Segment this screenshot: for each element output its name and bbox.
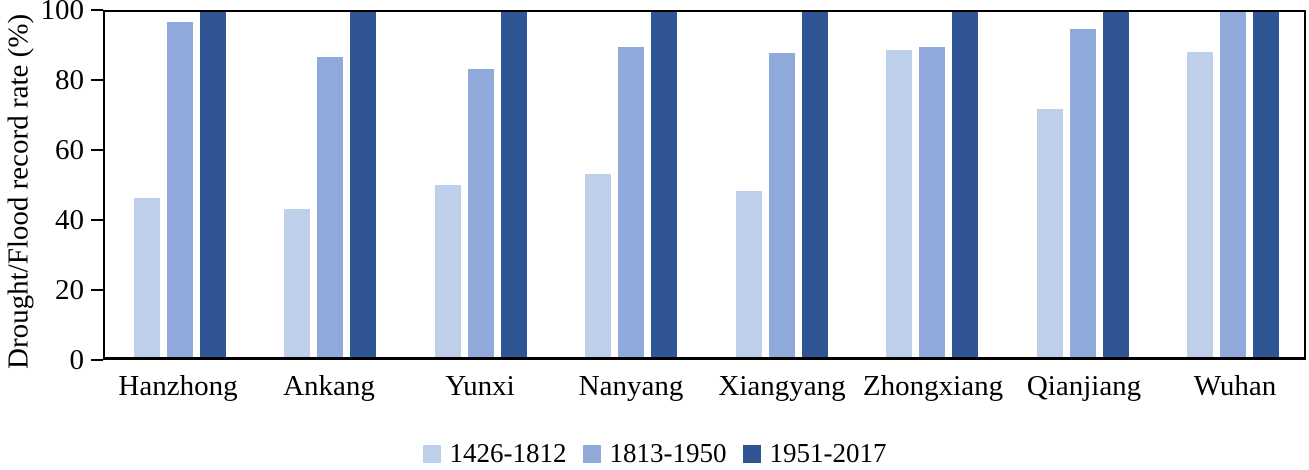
bar-xiangyang-1951-2017: [801, 12, 828, 357]
bar-group-ankang: [284, 12, 377, 357]
bar-group-xiangyang: [735, 12, 828, 357]
bar-nanyang-1426-1812: [585, 174, 612, 357]
bar-ankang-1813-1950: [317, 56, 344, 357]
x-axis-category-labels: Hanzhong Ankang Yunxi Nanyang Xiangyang Zhong…: [103, 370, 1306, 403]
y-tick-mark: [91, 359, 103, 361]
y-tick-mark: [91, 219, 103, 221]
bar-group-zhongxiang: [886, 12, 979, 357]
bar-group-qianjiang: [1036, 12, 1129, 357]
x-label-qianjiang: Qianjiang: [1026, 370, 1142, 402]
bars-layer: [105, 12, 1304, 357]
bar-group-nanyang: [585, 12, 678, 357]
y-tick-mark: [91, 79, 103, 81]
legend-swatch-icon: [422, 444, 441, 463]
bar-wuhan-1426-1812: [1186, 51, 1213, 357]
y-axis-tick-labels: 0 20 40 60 80 100: [0, 0, 85, 375]
y-tick-label: 60: [55, 134, 84, 166]
bar-hanzhong-1813-1950: [167, 22, 193, 357]
x-label-zhongxiang: Zhongxiang: [862, 370, 1004, 402]
bar-ankang-1426-1812: [284, 208, 311, 357]
bar-yunxi-1426-1812: [434, 184, 461, 357]
x-label-hanzhong: Hanzhong: [118, 370, 238, 402]
bar-wuhan-1813-1950: [1219, 12, 1246, 357]
bar-group-yunxi: [434, 12, 527, 357]
y-axis-tick-marks: [91, 9, 103, 361]
legend-label: 1426-1812: [449, 438, 567, 468]
bar-qianjiang-1426-1812: [1036, 108, 1063, 357]
x-label-yunxi: Yunxi: [445, 370, 515, 402]
legend-label: 1951-2017: [769, 438, 887, 468]
y-tick-label: 40: [55, 204, 84, 236]
bar-xiangyang-1813-1950: [768, 53, 795, 357]
y-tick-label: 0: [69, 344, 85, 376]
x-label-nanyang: Nanyang: [578, 370, 684, 402]
legend-item-1813-1950: 1813-1950: [582, 438, 727, 469]
y-tick-mark: [91, 289, 103, 291]
bar-zhongxiang-1426-1812: [886, 49, 913, 357]
bar-nanyang-1951-2017: [651, 12, 678, 357]
bar-qianjiang-1951-2017: [1102, 12, 1129, 357]
bar-nanyang-1813-1950: [618, 46, 645, 357]
y-tick-mark: [91, 149, 103, 151]
bar-qianjiang-1813-1950: [1069, 29, 1096, 357]
legend-swatch-icon: [742, 444, 761, 463]
bar-zhongxiang-1813-1950: [919, 46, 946, 357]
bar-hanzhong-1951-2017: [200, 12, 226, 357]
y-tick-label: 20: [55, 274, 84, 306]
bar-wuhan-1951-2017: [1252, 12, 1279, 357]
bar-zhongxiang-1951-2017: [952, 12, 979, 357]
x-label-ankang: Ankang: [283, 370, 375, 402]
plot-area: [103, 10, 1306, 360]
x-label-xiangyang: Xiangyang: [718, 370, 846, 402]
x-label-wuhan: Wuhan: [1193, 370, 1277, 402]
bar-ankang-1951-2017: [350, 12, 377, 357]
bar-group-hanzhong: [134, 12, 226, 357]
y-tick-label: 100: [40, 0, 85, 26]
bar-yunxi-1813-1950: [467, 68, 494, 357]
bar-yunxi-1951-2017: [500, 12, 527, 357]
legend-swatch-icon: [582, 444, 601, 463]
y-tick-mark: [91, 9, 103, 11]
legend-item-1951-2017: 1951-2017: [742, 438, 887, 469]
legend-item-1426-1812: 1426-1812: [422, 438, 567, 469]
chart-legend: 1426-1812 1813-1950 1951-2017: [0, 438, 1309, 469]
y-tick-label: 80: [55, 64, 84, 96]
bar-group-wuhan: [1186, 12, 1279, 357]
legend-label: 1813-1950: [609, 438, 727, 468]
bar-hanzhong-1426-1812: [134, 198, 160, 357]
bar-xiangyang-1426-1812: [735, 191, 762, 357]
